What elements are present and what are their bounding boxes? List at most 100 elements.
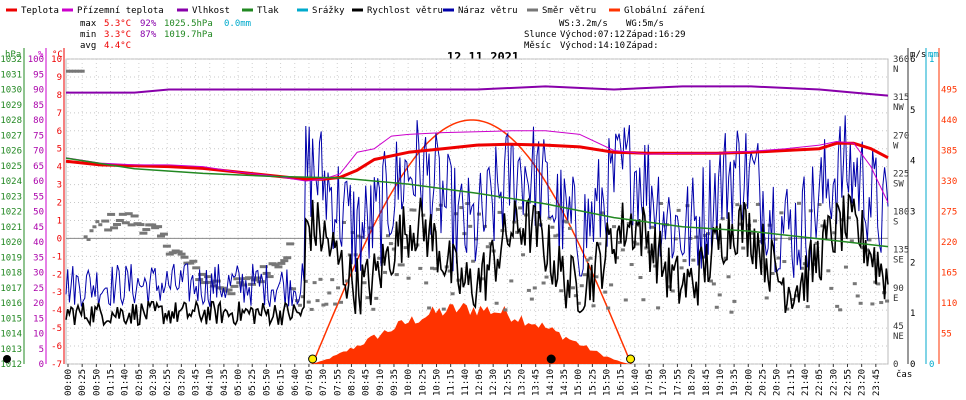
wind-direction-point (198, 272, 207, 276)
x-tick-label: 12:30 (489, 369, 499, 396)
wind-direction-point (374, 296, 379, 300)
x-tick-label: 03:45 (192, 369, 202, 396)
x-tick-label: 07:05 (305, 369, 315, 396)
wind-direction-point (474, 237, 479, 241)
astro-sun-rise: Východ:07:12 (560, 30, 625, 40)
x-tick-label: 13:45 (532, 369, 542, 396)
wind-direction-point (764, 296, 769, 300)
wind-direction-point (189, 259, 198, 263)
radiation-area (309, 303, 632, 364)
direction-tick-name: SE (893, 256, 904, 266)
stats-max-press: 1025.5hPa (164, 19, 213, 29)
wind-direction-point (535, 211, 540, 215)
mm-tick-label: 0 (929, 360, 934, 370)
stats-min-hum: 87% (140, 30, 157, 40)
x-tick-label: 01:15 (107, 369, 117, 396)
legend-label-vlhkost: Vlhkost (192, 6, 230, 16)
wind-direction-point (656, 306, 661, 310)
wind-direction-point (112, 222, 121, 226)
wind-direction-point (805, 305, 810, 309)
legend-label-srazky: Srážky (312, 6, 345, 16)
wind-direction-point (227, 292, 236, 296)
wind-direction-point (603, 290, 608, 294)
x-tick-label: 16:40 (631, 369, 641, 396)
wind-direction-point (362, 281, 367, 285)
wind-direction-point (609, 283, 614, 287)
wind-direction-point (570, 286, 575, 290)
wind-direction-point (796, 201, 801, 205)
wind-direction-point (817, 203, 822, 207)
wind-direction-point (450, 292, 455, 296)
mm-tick-label: 1 (929, 55, 934, 65)
percent-tick-label: 20 (33, 299, 44, 309)
x-tick-label: 06:15 (277, 369, 287, 396)
wind-direction-point (245, 276, 254, 280)
sunset-marker (626, 354, 636, 364)
wind-direction-point (224, 288, 233, 292)
wind-direction-point (670, 289, 675, 293)
wind-direction-point (829, 286, 834, 290)
hpa-tick-label: 1022 (0, 208, 22, 218)
celsius-tick-label: 0 (57, 234, 62, 244)
wind-direction-point (148, 223, 157, 227)
x-tick-label: 04:35 (220, 369, 230, 396)
wind-direction-point (776, 256, 781, 260)
wind-direction-point (676, 208, 681, 212)
wind-direction-point (791, 298, 796, 302)
hpa-tick-label: 1017 (0, 284, 22, 294)
wind-direction-point (107, 212, 116, 216)
wind-direction-point (324, 302, 329, 306)
astro-moon-label: Měsíc (524, 41, 551, 51)
celsius-tick-label: 9 (57, 73, 62, 83)
wm2-tick-label: 440 (941, 116, 957, 126)
x-tick-label: 16:15 (617, 369, 627, 396)
direction-tick-name: S (893, 218, 898, 228)
wind-direction-point (92, 225, 97, 229)
x-tick-label: 08:45 (362, 369, 372, 396)
legend-label-smer: Směr větru (542, 6, 596, 16)
wind-direction-point (309, 307, 314, 311)
wind-direction-point (673, 237, 678, 241)
wind-direction-point (679, 266, 684, 270)
hpa-tick-label: 1013 (0, 345, 22, 355)
wind-direction-point (832, 231, 837, 235)
wind-direction-point (192, 266, 201, 270)
direction-tick-name: W (893, 141, 899, 151)
mm-axis-label: mm (928, 50, 939, 60)
x-tick-label: 07:30 (319, 369, 329, 396)
x-axis-label: čas (896, 369, 912, 380)
wind-direction-point (412, 208, 417, 212)
wind-direction-point (424, 281, 429, 285)
x-tick-label: 10:00 (404, 369, 414, 396)
wind-direction-point (550, 225, 555, 229)
x-tick-label: 21:15 (787, 369, 797, 396)
percent-tick-label: 45 (33, 223, 44, 233)
percent-tick-label: 0 (39, 360, 44, 370)
ground-temperature-line (65, 130, 889, 203)
x-tick-label: 15:00 (574, 369, 584, 396)
wind-direction-point (711, 282, 716, 286)
hpa-tick-label: 1012 (0, 360, 22, 370)
wind-direction-point (485, 245, 490, 249)
wind-direction-point (852, 282, 857, 286)
wind-direction-point (562, 219, 567, 223)
wind-direction-point (71, 69, 76, 73)
wind-direction-point (576, 301, 581, 305)
wm2-tick-label: 110 (941, 299, 957, 309)
wind-direction-point (292, 287, 297, 291)
x-tick-label: 02:55 (163, 369, 173, 396)
wind-direction-point (773, 237, 778, 241)
wm2-tick-label: 275 (941, 208, 957, 218)
wind-direction-point (365, 296, 370, 300)
wind-direction-point (344, 279, 349, 283)
percent-tick-label: 95 (33, 70, 44, 80)
percent-tick-label: 75 (33, 131, 44, 141)
percent-tick-label: 100 (28, 55, 44, 65)
ms-tick-label: 0 (910, 360, 915, 370)
wind-direction-point (820, 224, 825, 228)
wind-direction-point (394, 273, 399, 277)
wind-direction-point (597, 242, 602, 246)
hpa-tick-label: 1018 (0, 269, 22, 279)
wind-direction-point (708, 279, 713, 283)
x-tick-label: 11:15 (447, 369, 457, 396)
